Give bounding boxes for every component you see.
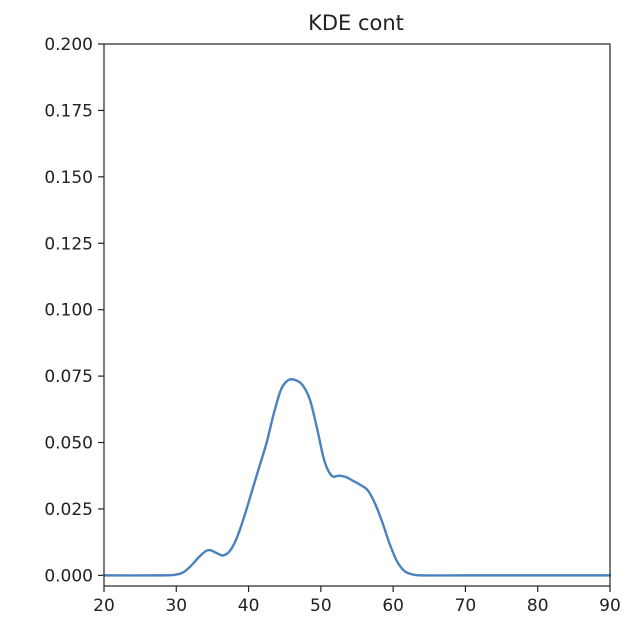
y-tick-label: 0.050 bbox=[44, 434, 93, 454]
x-tick-label: 80 bbox=[527, 596, 549, 616]
x-tick-label: 60 bbox=[382, 596, 404, 616]
y-tick-label: 0.125 bbox=[44, 234, 93, 254]
y-tick-label: 0.150 bbox=[44, 168, 93, 188]
x-axis: 20 30 40 50 60 70 80 90 bbox=[93, 586, 621, 616]
plot-area-frame bbox=[103, 43, 611, 587]
x-tick-label: 90 bbox=[599, 596, 621, 616]
x-tick-label: 40 bbox=[238, 596, 260, 616]
y-tick-label: 0.100 bbox=[44, 301, 93, 321]
x-tick-label: 30 bbox=[165, 596, 187, 616]
x-tick-label: 20 bbox=[93, 596, 115, 616]
y-tick-label: 0.200 bbox=[44, 35, 93, 55]
x-tick-label: 70 bbox=[455, 596, 477, 616]
y-tick-label: 0.175 bbox=[44, 101, 93, 121]
chart-title: KDE cont bbox=[308, 11, 404, 35]
y-tick-label: 0.000 bbox=[44, 566, 93, 586]
x-tick-label: 50 bbox=[310, 596, 332, 616]
y-axis: 0.000 0.025 0.050 0.075 0.100 0.125 0.150 0.175… bbox=[44, 35, 104, 586]
kde-series-line bbox=[102, 377, 612, 577]
y-tick-label: 0.025 bbox=[44, 500, 93, 520]
y-tick-label: 0.075 bbox=[44, 367, 93, 387]
